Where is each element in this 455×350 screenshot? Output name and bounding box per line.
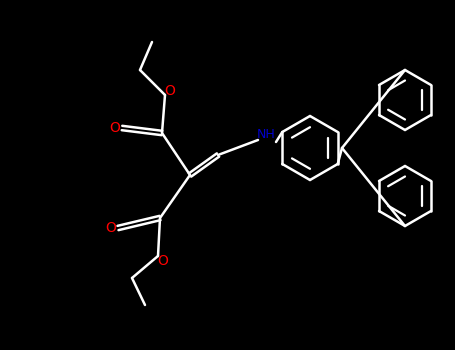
Text: NH: NH [257,128,275,141]
Text: O: O [106,221,116,235]
Text: O: O [165,84,176,98]
Text: O: O [157,254,168,268]
Text: O: O [110,121,121,135]
